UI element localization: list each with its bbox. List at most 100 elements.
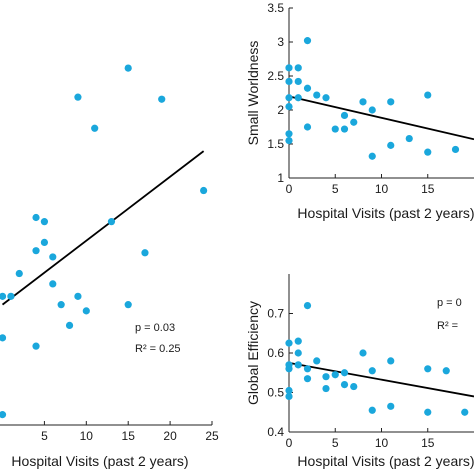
y-tick-label: 1 [277, 171, 284, 185]
data-point [424, 148, 432, 156]
y-tick-label: 0.6 [267, 346, 284, 360]
x-tick-label: 0 [286, 182, 293, 196]
data-point [340, 111, 349, 120]
data-point [350, 382, 358, 391]
data-point [424, 91, 432, 99]
data-point [303, 365, 312, 373]
data-point [368, 152, 376, 160]
data-point [285, 137, 293, 145]
x-tick-label: 25 [205, 429, 219, 443]
y-tick-label: 2.5 [267, 69, 284, 83]
data-point [0, 292, 7, 300]
data-point [32, 213, 40, 222]
data-point [303, 37, 312, 45]
data-point [313, 357, 321, 365]
data-point [32, 342, 40, 350]
data-point [107, 218, 116, 226]
x-tick-label: 15 [421, 182, 435, 196]
data-point [387, 141, 395, 149]
data-point [285, 77, 293, 86]
data-point [285, 130, 293, 138]
y-tick-label: 0.5 [267, 386, 284, 400]
data-point [350, 118, 358, 126]
x-axis-title: Hospital Visits (past 2 years) [297, 205, 474, 221]
plot-marks [285, 37, 474, 160]
stats-annotation: p = 0 [437, 297, 462, 309]
x-tick-label: 10 [375, 182, 389, 196]
x-tick-label: 15 [122, 429, 136, 443]
data-point [285, 94, 293, 102]
data-point [7, 292, 15, 300]
plot-marks [0, 64, 208, 419]
data-point [368, 106, 376, 114]
x-tick-label: 5 [332, 436, 339, 450]
x-axis-title: Hospital Visits (past 2 years) [297, 453, 474, 469]
data-point [0, 411, 7, 419]
data-point [124, 64, 132, 72]
data-point [285, 386, 293, 395]
data-point [74, 93, 82, 101]
data-point [340, 125, 349, 133]
data-point [0, 334, 7, 342]
data-point [49, 280, 57, 288]
y-tick-label: 1.5 [267, 137, 284, 151]
data-point [141, 249, 149, 257]
stats-annotation: p = 0.03 [135, 322, 175, 334]
data-point [303, 375, 312, 383]
data-point [322, 373, 330, 381]
data-point [49, 253, 57, 261]
data-point [313, 91, 321, 99]
scatter-plot-small-worldness: 0 5 10 15 1 1.5 2 2.5 3 3.5 Hospital Visits (past … [245, 1, 474, 221]
data-point [294, 77, 302, 86]
data-point [322, 384, 330, 393]
data-point [331, 371, 339, 379]
data-point [424, 408, 432, 416]
data-point [451, 145, 460, 154]
scatter-plot-hospital-visits-left: 5 10 15 20 25 Hospital Visits (past 2 years) p… [0, 64, 219, 469]
data-point [285, 361, 293, 369]
data-point [91, 124, 99, 132]
data-point [294, 361, 302, 369]
y-axis-title: Small Worldness [245, 41, 261, 146]
data-point [387, 357, 395, 365]
data-point [82, 307, 90, 315]
data-point [294, 337, 302, 345]
data-point [285, 339, 293, 347]
regression-line [1, 150, 205, 306]
scatter-plot-global-efficiency: 0 5 10 15 0.4 0.5 0.6 0.7 Hospital Visits (past … [245, 274, 474, 469]
x-tick-label: 5 [41, 429, 48, 443]
data-point [65, 321, 74, 329]
data-point [124, 301, 132, 309]
data-point [200, 186, 208, 195]
data-point [303, 84, 312, 92]
data-point [303, 302, 312, 310]
plot-marks [285, 302, 474, 416]
y-tick-label: 3 [277, 35, 284, 49]
data-point [32, 247, 40, 255]
data-point [57, 301, 65, 309]
regression-line [288, 361, 474, 398]
data-point [303, 123, 312, 131]
data-point [340, 369, 349, 377]
data-point [359, 98, 367, 106]
stats-annotation: R² = 0.25 [135, 343, 181, 355]
data-point [331, 125, 339, 133]
stats-annotation: R² = [437, 320, 458, 332]
x-tick-label: 20 [163, 429, 177, 443]
data-point [15, 269, 23, 278]
y-tick-label: 3.5 [267, 1, 284, 15]
data-point [40, 218, 49, 226]
y-tick-label: 2 [277, 103, 284, 117]
data-point [359, 349, 367, 357]
x-tick-label: 0 [286, 436, 293, 450]
data-point [285, 103, 293, 111]
x-axis-title: Hospital Visits (past 2 years) [11, 453, 188, 469]
x-tick-label: 5 [332, 182, 339, 196]
data-point [387, 402, 395, 410]
data-point [285, 392, 293, 401]
data-point [294, 64, 302, 72]
data-point [368, 367, 376, 375]
data-point [285, 64, 293, 72]
data-point [405, 134, 413, 143]
